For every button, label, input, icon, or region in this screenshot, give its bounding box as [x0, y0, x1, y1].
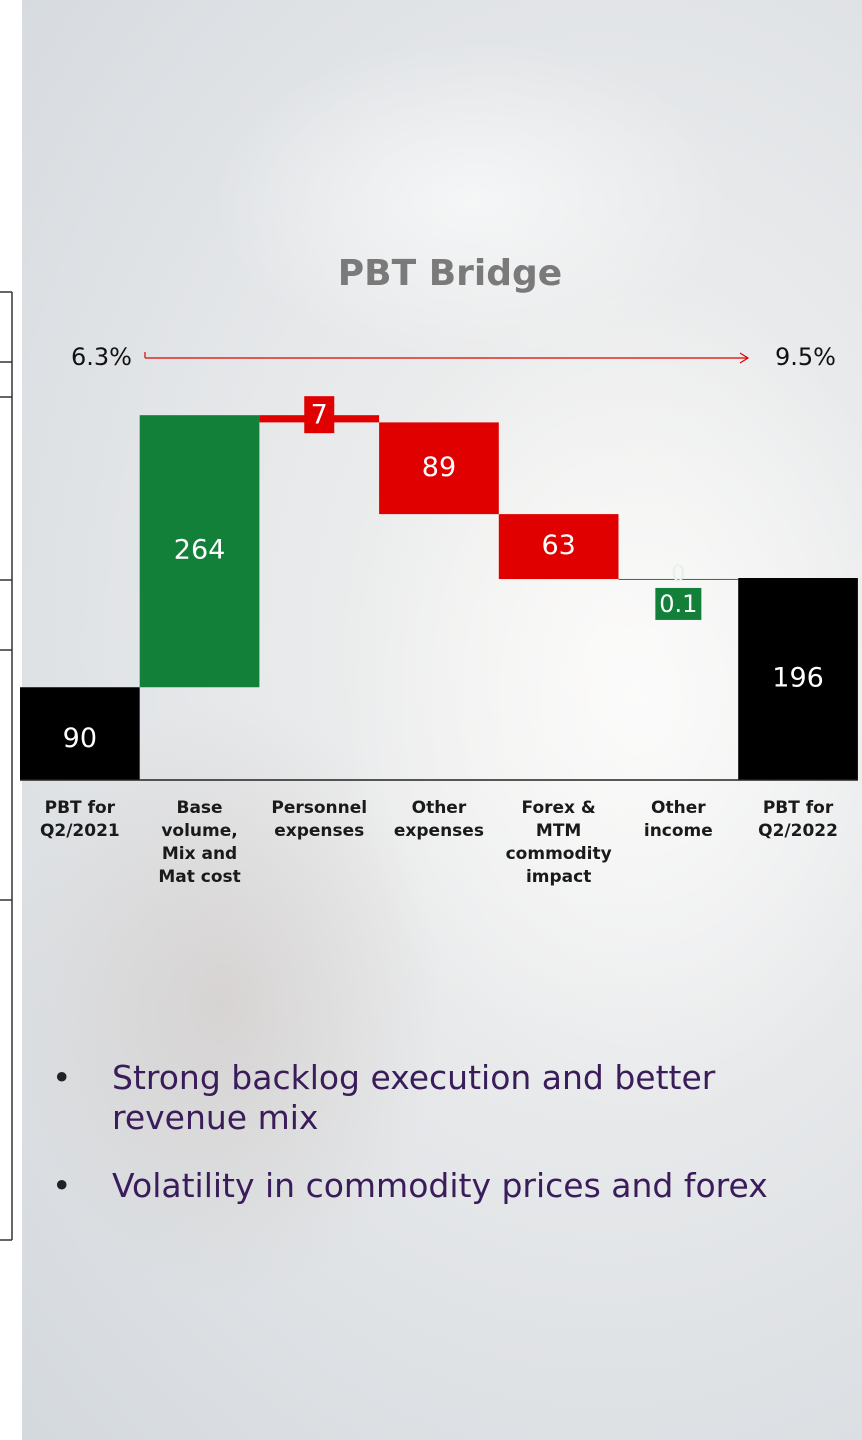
value-label: 90 — [63, 723, 97, 754]
value-label-box — [655, 587, 702, 620]
bar — [498, 514, 619, 580]
bar — [618, 578, 739, 580]
bar — [20, 687, 140, 780]
value-label: 63 — [541, 530, 575, 561]
bar — [738, 578, 858, 780]
bullet-text: Volatility in commodity prices and forex — [112, 1166, 768, 1205]
value-label: 7 — [311, 400, 328, 431]
bullet-marker: • — [52, 1058, 72, 1097]
x-tick-label: Forex & MTM commodity impact — [505, 798, 612, 887]
bullet-marker: • — [52, 1166, 72, 1205]
x-tick-label: PBT for Q2/2022 — [758, 798, 838, 841]
x-tick-label: Other expenses — [393, 798, 484, 841]
bar — [379, 422, 499, 515]
bar — [139, 415, 260, 688]
value-label: 89 — [422, 452, 456, 483]
x-tick-label: Personnel expenses — [271, 798, 368, 841]
chart-title: PBT Bridge — [338, 253, 562, 294]
value-label: 0.1 — [659, 590, 697, 618]
bullet-text: Strong backlog execution and better reve… — [112, 1058, 716, 1137]
x-tick-label: Other income — [643, 798, 713, 841]
x-tick-label: PBT for Q2/2021 — [39, 798, 120, 841]
margin-start: 6.3% — [71, 343, 132, 371]
cropped-table — [0, 291, 13, 1241]
margin-end: 9.5% — [775, 343, 836, 371]
x-tick-label: Base volume, Mix and Mat cost — [158, 798, 241, 887]
margin-arrow-head — [739, 352, 750, 364]
background-photo — [22, 0, 862, 1440]
value-label: 264 — [174, 535, 226, 566]
annotation: 0 — [671, 562, 685, 587]
value-label: 196 — [772, 663, 824, 694]
value-label-box — [304, 396, 335, 434]
